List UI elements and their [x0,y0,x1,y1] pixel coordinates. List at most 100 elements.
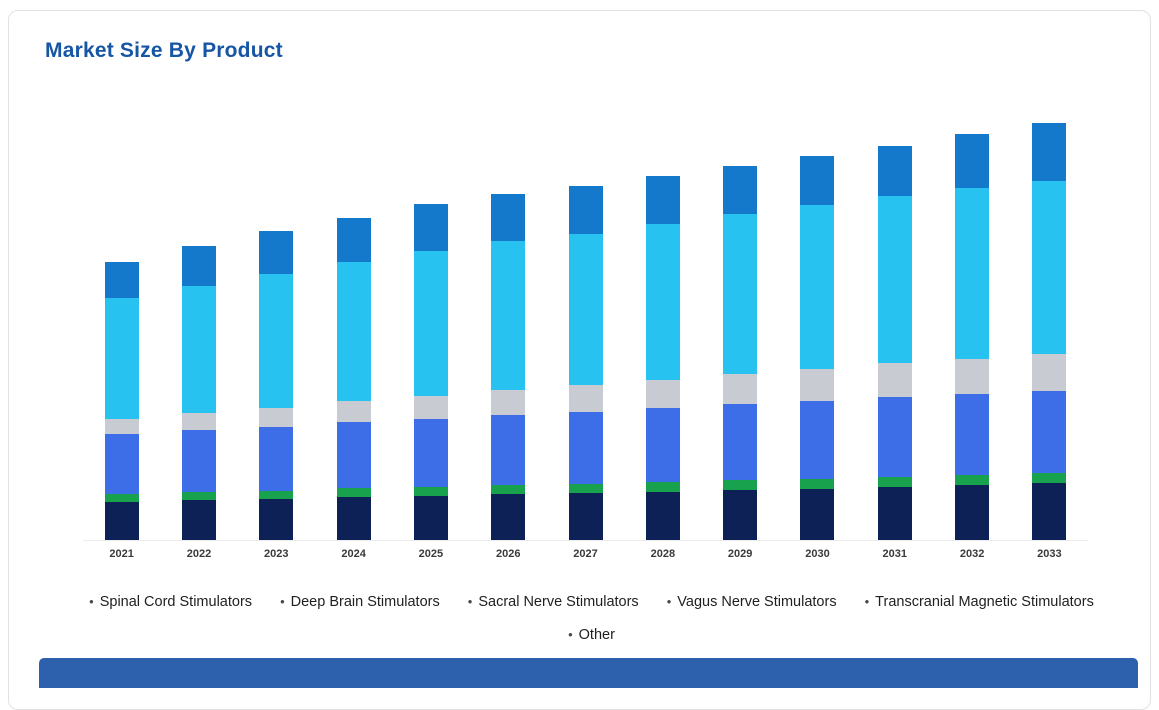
bar-segment[interactable] [568,233,603,386]
bar-segment[interactable] [259,230,294,274]
bar-segment[interactable] [181,492,216,501]
bar-segment[interactable] [104,494,139,503]
bar-segment[interactable] [104,297,139,420]
bar-segment[interactable] [723,404,758,481]
bar-segment[interactable] [955,359,990,395]
legend-item[interactable]: • Vagus Nerve Stimulators [643,594,837,610]
stacked-bar-2021[interactable] [104,261,139,540]
bar-segment[interactable] [955,187,990,360]
bar-segment[interactable] [800,479,835,490]
bar-segment[interactable] [1032,354,1067,392]
bar-segment[interactable] [413,487,448,497]
stacked-bar-2026[interactable] [491,193,526,540]
stacked-bar-2027[interactable] [568,185,603,540]
bar-segment[interactable] [181,413,216,431]
bar-segment[interactable] [491,390,526,416]
legend-label: Vagus Nerve Stimulators [677,594,837,610]
bar-segment[interactable] [568,385,603,413]
bar-segment[interactable] [181,245,216,286]
bar-segment[interactable] [877,477,912,488]
bar-segment[interactable] [491,494,526,540]
bar-segment[interactable] [955,133,990,188]
bar-segment[interactable] [645,492,680,540]
stacked-bar-2032[interactable] [955,133,990,540]
legend-item[interactable]: • Sacral Nerve Stimulators [444,594,639,610]
bar-segment[interactable] [800,489,835,540]
bar-segment[interactable] [259,427,294,492]
stacked-bar-2033[interactable] [1032,122,1067,540]
stacked-bar-2023[interactable] [259,230,294,540]
bar-segment[interactable] [877,397,912,478]
bar-segment[interactable] [1032,180,1067,355]
bar-segment[interactable] [259,499,294,540]
bar-segment[interactable] [723,165,758,214]
bar-segment[interactable] [336,488,371,498]
bar-segment[interactable] [491,485,526,495]
bar-segment[interactable] [336,261,371,402]
bar-segment[interactable] [568,484,603,494]
bar-segment[interactable] [491,193,526,241]
bar-segment[interactable] [336,497,371,540]
bar-segment[interactable] [645,223,680,381]
bar-segment[interactable] [413,496,448,540]
bar-segment[interactable] [723,374,758,405]
bar-segment[interactable] [877,195,912,364]
legend-item[interactable]: • Other [544,627,615,643]
bar-segment[interactable] [955,485,990,540]
bar-segment[interactable] [877,487,912,540]
bar-segment[interactable] [645,408,680,483]
bar-segment[interactable] [181,500,216,540]
bar-segment[interactable] [568,493,603,540]
bar-segment[interactable] [181,430,216,493]
legend-item[interactable]: • Deep Brain Stimulators [256,594,440,610]
stacked-bar-2024[interactable] [336,217,371,540]
bar-segment[interactable] [723,480,758,491]
x-tick-label: 2031 [882,548,908,560]
bar-segment[interactable] [259,408,294,428]
stacked-bar-2031[interactable] [877,145,912,540]
stacked-bar-2029[interactable] [723,165,758,540]
bar-segment[interactable] [104,434,139,495]
bar-segment[interactable] [491,240,526,391]
bar-segment[interactable] [413,419,448,488]
bar-segment[interactable] [104,419,139,435]
bar-segment[interactable] [568,412,603,485]
bar-segment[interactable] [800,204,835,370]
bar-segment[interactable] [800,369,835,402]
bar-segment[interactable] [491,415,526,486]
bar-segment[interactable] [413,250,448,397]
bar-segment[interactable] [568,185,603,234]
stacked-bar-2022[interactable] [181,245,216,540]
bar-segment[interactable] [645,482,680,493]
bar-segment[interactable] [955,394,990,476]
bar-segment[interactable] [336,401,371,423]
bar-segment[interactable] [645,380,680,409]
bar-segment[interactable] [955,475,990,486]
bar-segment[interactable] [1032,483,1067,540]
bar-segment[interactable] [104,261,139,298]
bar-segment[interactable] [800,401,835,480]
legend-item[interactable]: • Transcranial Magnetic Stimulators [841,594,1094,610]
stacked-bar-2025[interactable] [413,203,448,540]
bar-segment[interactable] [1032,391,1067,474]
bar-segment[interactable] [259,273,294,409]
bar-segment[interactable] [259,491,294,500]
bar-segment[interactable] [336,217,371,262]
bar-segment[interactable] [413,396,448,420]
bar-segment[interactable] [877,363,912,398]
bar-segment[interactable] [1032,122,1067,181]
bar-segment[interactable] [800,155,835,205]
bar-segment[interactable] [336,422,371,489]
bar-segment[interactable] [413,203,448,251]
stacked-bar-2028[interactable] [645,175,680,540]
legend-label: Sacral Nerve Stimulators [478,594,639,610]
bar-segment[interactable] [181,285,216,414]
bar-segment[interactable] [723,490,758,540]
bar-segment[interactable] [877,145,912,196]
bar-segment[interactable] [1032,473,1067,484]
stacked-bar-2030[interactable] [800,155,835,540]
bar-segment[interactable] [104,502,139,540]
legend-item[interactable]: • Spinal Cord Stimulators [65,594,252,610]
bar-segment[interactable] [723,213,758,375]
bar-segment[interactable] [645,175,680,224]
